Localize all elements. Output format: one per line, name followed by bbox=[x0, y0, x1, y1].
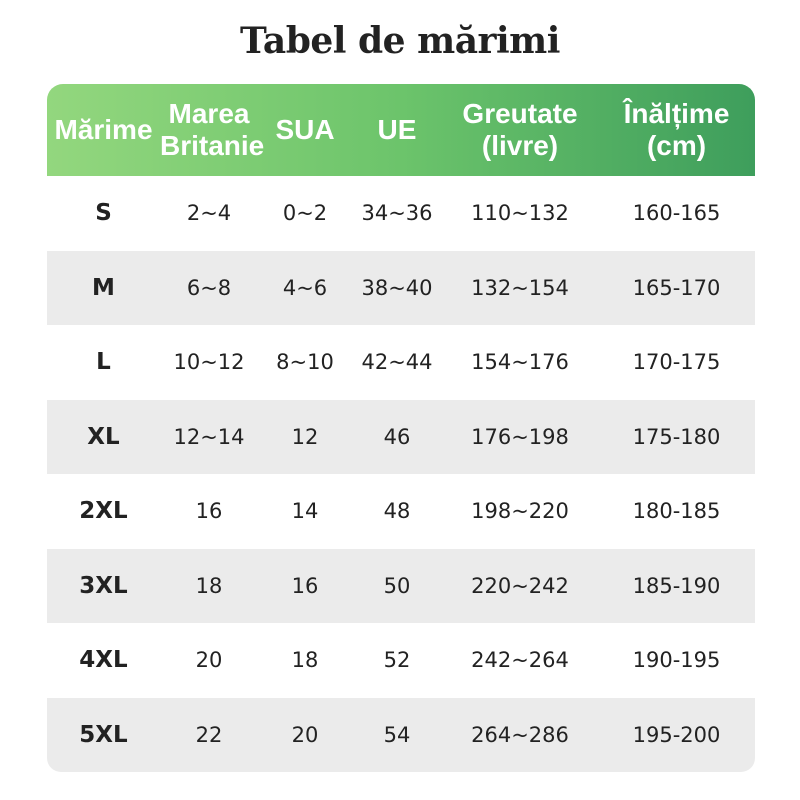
table-cell: 48 bbox=[383, 499, 411, 524]
column-header: UE bbox=[377, 114, 417, 145]
size-cell: 4XL bbox=[79, 647, 128, 674]
table-cell: 132~154 bbox=[442, 250, 598, 325]
size-cell: M bbox=[47, 250, 160, 325]
table-row: M 6~8 4~6 38~40 132~154 165-170 bbox=[47, 250, 755, 325]
size-table: Mărime Marea Britanie SUA UE Greutate (livre… bbox=[47, 84, 755, 772]
table-cell: 242~264 bbox=[471, 648, 569, 673]
table-cell: 6~8 bbox=[160, 250, 258, 325]
table-cell: 264~286 bbox=[442, 697, 598, 772]
column-header: Înălțime (cm) bbox=[623, 98, 730, 161]
table-cell: 18 bbox=[160, 548, 258, 623]
table-cell: 175-180 bbox=[598, 399, 755, 474]
table-cell: 0~2 bbox=[282, 201, 328, 226]
table-cell: 22 bbox=[160, 697, 258, 772]
table-cell: 12 bbox=[258, 399, 352, 474]
table-cell: 195-200 bbox=[598, 697, 755, 772]
table-cell: 185-190 bbox=[598, 548, 755, 623]
table-cell: 176~198 bbox=[442, 399, 598, 474]
table-cell: 10~12 bbox=[173, 350, 245, 375]
table-cell: 154~176 bbox=[471, 350, 569, 375]
table-cell: 220~242 bbox=[442, 548, 598, 623]
size-cell: 2XL bbox=[79, 498, 128, 525]
table-cell: 20 bbox=[195, 648, 223, 673]
table-cell: 170-175 bbox=[632, 350, 721, 375]
table-cell: 20 bbox=[258, 697, 352, 772]
column-header: Mărime bbox=[54, 114, 153, 145]
table-cell: 14 bbox=[291, 499, 319, 524]
table-cell: 165-170 bbox=[598, 250, 755, 325]
size-cell: XL bbox=[47, 399, 160, 474]
table-cell: 42~44 bbox=[361, 350, 433, 375]
table-cell: 110~132 bbox=[471, 201, 569, 226]
table-row: 5XL 22 20 54 264~286 195-200 bbox=[47, 697, 755, 772]
size-cell: L bbox=[96, 349, 111, 376]
column-header: Marea Britanie bbox=[160, 98, 265, 161]
title: Tabel de mărimi bbox=[240, 20, 560, 62]
table-row: S 2~4 0~2 34~36 110~132 160-165 bbox=[47, 176, 755, 251]
table-cell: 12~14 bbox=[160, 399, 258, 474]
column-header: SUA bbox=[275, 114, 335, 145]
size-cell: 3XL bbox=[47, 548, 160, 623]
table-row: XL 12~14 12 46 176~198 175-180 bbox=[47, 399, 755, 474]
table-cell: 2~4 bbox=[186, 201, 232, 226]
table-row: 2XL 16 14 48 198~220 180-185 bbox=[47, 474, 755, 549]
table-cell: 160-165 bbox=[632, 201, 721, 226]
size-cell: 5XL bbox=[47, 697, 160, 772]
table-cell: 54 bbox=[352, 697, 442, 772]
table-row: L 10~12 8~10 42~44 154~176 170-175 bbox=[47, 325, 755, 400]
table-cell: 198~220 bbox=[471, 499, 569, 524]
table-row: 3XL 18 16 50 220~242 185-190 bbox=[47, 548, 755, 623]
table-cell: 46 bbox=[352, 399, 442, 474]
table-cell: 4~6 bbox=[258, 250, 352, 325]
table-cell: 52 bbox=[383, 648, 411, 673]
table-cell: 50 bbox=[352, 548, 442, 623]
size-cell: S bbox=[95, 200, 112, 227]
table-cell: 180-185 bbox=[632, 499, 721, 524]
table-cell: 190-195 bbox=[632, 648, 721, 673]
column-header: Greutate (livre) bbox=[462, 98, 578, 161]
table-cell: 16 bbox=[258, 548, 352, 623]
header-row: Mărime Marea Britanie SUA UE Greutate (livre… bbox=[47, 84, 755, 176]
table-cell: 8~10 bbox=[276, 350, 334, 375]
table-cell: 34~36 bbox=[361, 201, 433, 226]
table-row: 4XL 20 18 52 242~264 190-195 bbox=[47, 623, 755, 698]
table-body: S 2~4 0~2 34~36 110~132 160-165 M 6~8 4~6 38~40 13… bbox=[47, 176, 755, 772]
table-cell: 38~40 bbox=[352, 250, 442, 325]
table-cell: 18 bbox=[291, 648, 319, 673]
table-cell: 16 bbox=[195, 499, 223, 524]
